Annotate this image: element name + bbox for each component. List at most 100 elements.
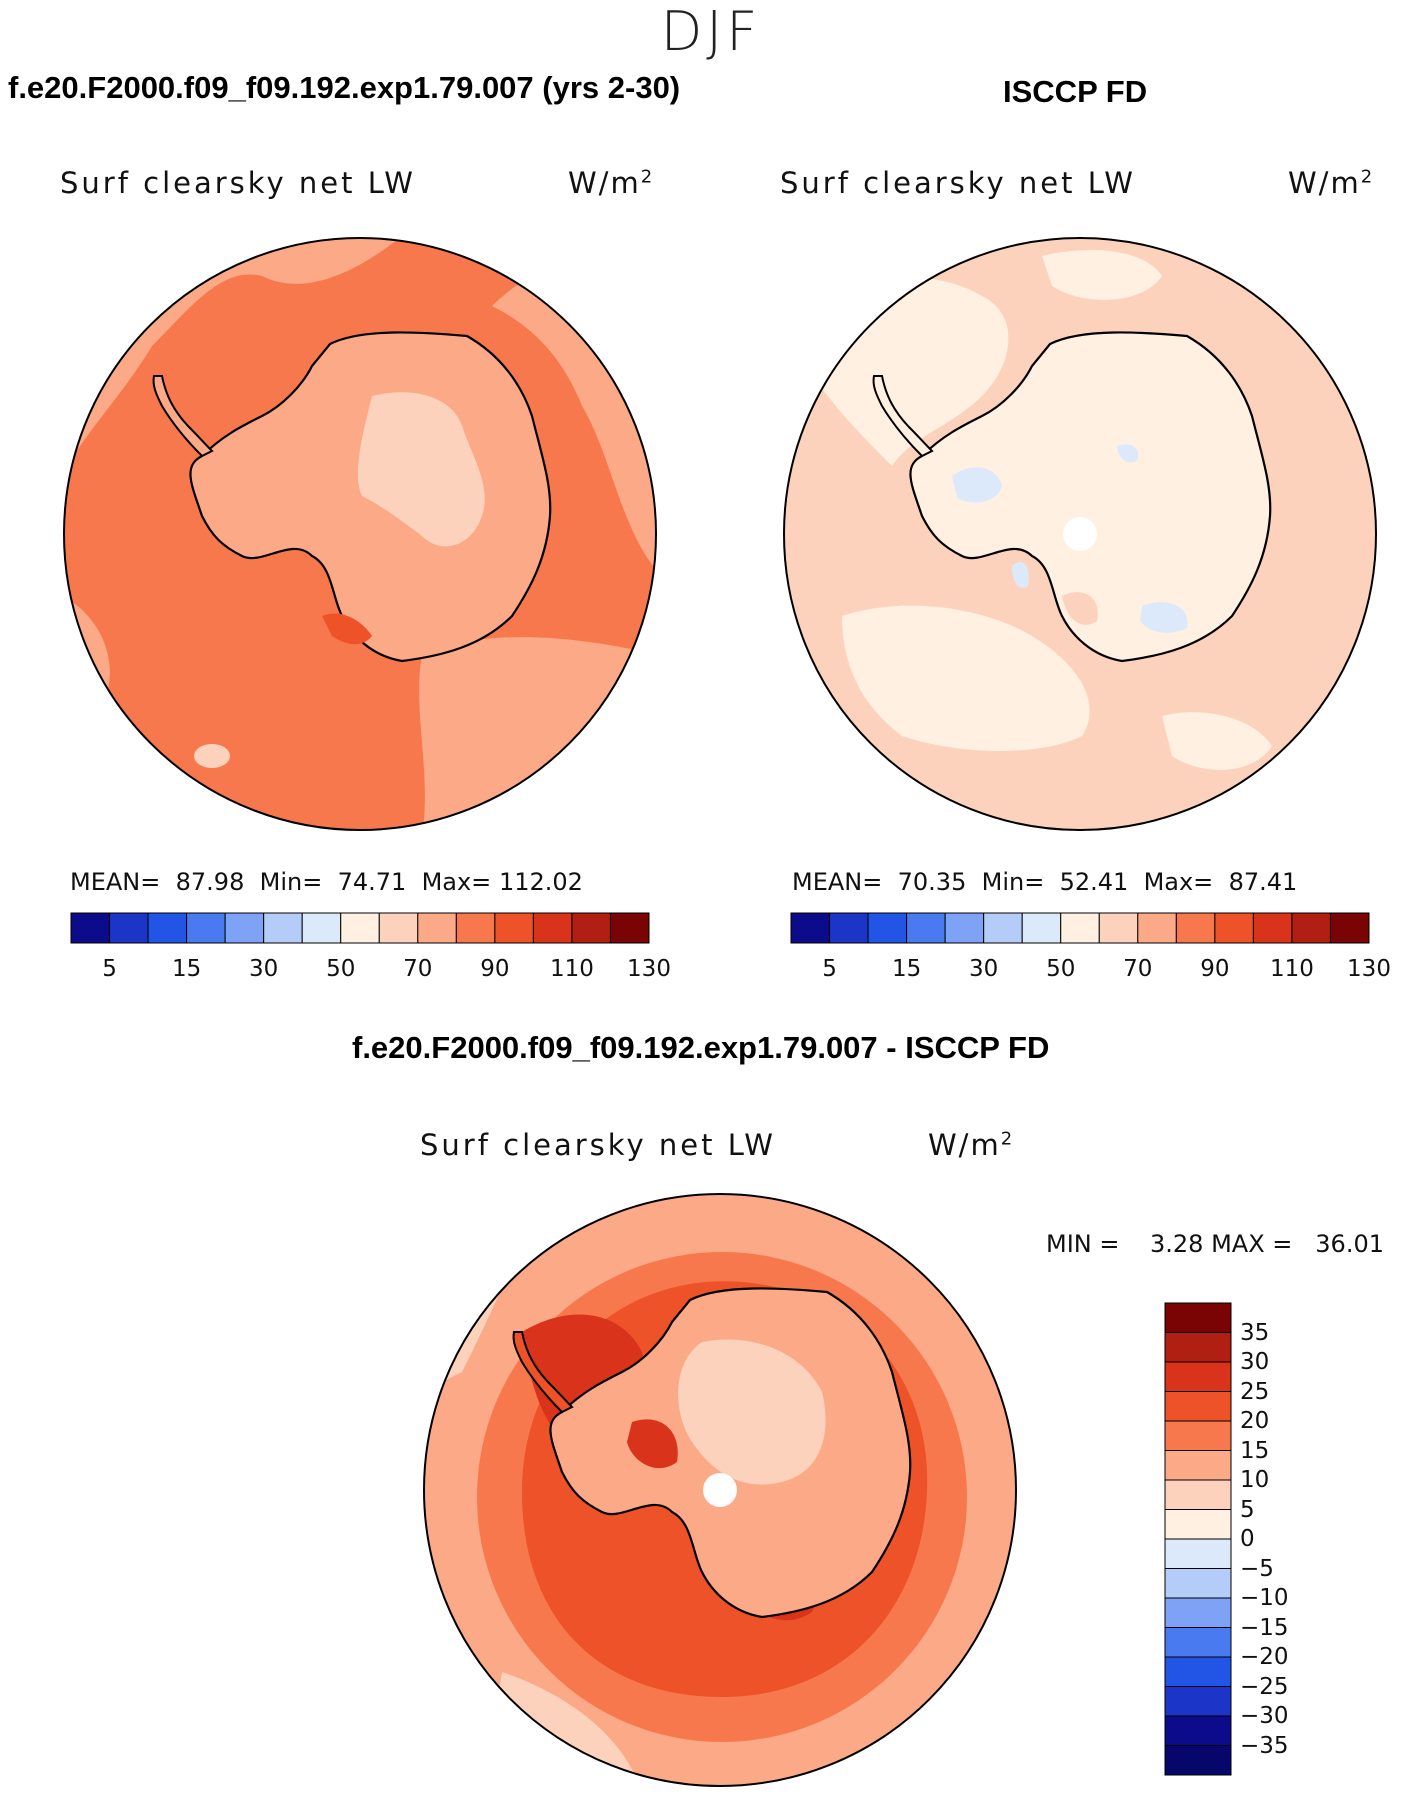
diff-colorbar-tick-label: 10 — [1240, 1467, 1270, 1493]
diff-colorbar-tick-label: 25 — [1240, 1378, 1270, 1405]
model-colorbar-swatch — [147, 912, 188, 944]
obs-colorbar-swatch — [1060, 912, 1100, 944]
obs-colorbar-swatch — [944, 912, 985, 944]
model-light-ocean-patch — [194, 744, 230, 768]
obs-map-border — [783, 237, 1377, 831]
model-colorbar-swatch — [532, 912, 573, 944]
model-colorbar-swatch — [378, 912, 419, 944]
diff-colorbar-swatch — [1164, 1627, 1232, 1658]
obs-colorbar-tick-label: 5 — [822, 956, 837, 982]
obs-colorbar-swatch — [1098, 912, 1139, 944]
obs-panel-title: ISCCP FD — [1003, 74, 1148, 109]
model-colorbar-tick-label: 50 — [326, 956, 356, 982]
model-map-border — [63, 237, 657, 831]
diff-colorbar-swatch — [1164, 1479, 1232, 1510]
model-units-label: W/m2 — [568, 166, 655, 200]
obs-units-label: W/m2 — [1288, 166, 1375, 200]
season-title: DJF — [660, 0, 762, 63]
obs-warm-patch — [1062, 592, 1098, 625]
obs-colorbar-tick-label: 50 — [1046, 956, 1076, 982]
model-colorbar-swatch — [301, 912, 342, 944]
diff-colorbar-ticks: 35 30 25 20 15 10 5 0 −5 −10 −15 −20 −25 −30 −35 — [1240, 1302, 1340, 1776]
obs-colorbar-swatch — [983, 912, 1023, 944]
diff-colorbar-swatch — [1164, 1420, 1232, 1451]
obs-cold-patch — [1012, 562, 1029, 588]
obs-variable-label: Surf clearsky net LW — [780, 166, 1136, 200]
diff-colorbar-tick-label: 35 — [1240, 1319, 1270, 1346]
diff-interior-light — [678, 1339, 826, 1485]
obs-colorbar-swatch — [906, 912, 946, 944]
model-stats: MEAN= 87.98 Min= 74.71 Max= 112.02 — [70, 868, 583, 896]
diff-colorbar-swatch — [1164, 1332, 1232, 1363]
obs-colorbar-swatch — [1214, 912, 1254, 944]
obs-colorbar-swatch — [1137, 912, 1177, 944]
diff-colorbar-tick-label: −10 — [1240, 1585, 1289, 1611]
obs-cold-patch — [1117, 444, 1139, 463]
obs-stats: MEAN= 70.35 Min= 52.41 Max= 87.41 — [792, 868, 1298, 896]
obs-colorbar-swatch — [1252, 912, 1293, 944]
diff-colorbar — [1164, 1302, 1232, 1776]
model-warm-patch — [322, 613, 372, 645]
model-colorbar-swatch — [609, 912, 650, 944]
diff-map — [423, 1193, 1017, 1787]
model-colorbar-swatch — [455, 912, 496, 944]
diff-warm-sector — [627, 1419, 678, 1469]
obs-pole-hole — [1063, 517, 1097, 551]
diff-colorbar-tick-label: −25 — [1240, 1673, 1289, 1700]
obs-colorbar-swatch — [1329, 912, 1370, 944]
model-colorbar-swatch — [224, 912, 265, 944]
diff-colorbar-tick-label: 5 — [1240, 1496, 1255, 1523]
model-variable-label: Surf clearsky net LW — [60, 166, 416, 200]
obs-cold-patch — [952, 467, 1002, 503]
diff-colorbar-tick-label: −5 — [1240, 1555, 1274, 1582]
obs-map — [783, 237, 1377, 831]
diff-map-border — [423, 1193, 1017, 1787]
diff-colorbar-swatch — [1164, 1745, 1232, 1776]
model-colorbar-tick-label: 30 — [249, 956, 279, 982]
diff-colorbar-tick-label: 20 — [1240, 1408, 1270, 1434]
obs-colorbar-swatch — [829, 912, 869, 944]
model-colorbar-tick-label: 15 — [171, 956, 202, 982]
model-colorbar-tick-label: 110 — [549, 956, 594, 982]
diff-colorbar-tick-label: −35 — [1240, 1732, 1289, 1759]
obs-colorbar — [790, 912, 1370, 944]
diff-colorbar-swatch — [1164, 1538, 1232, 1569]
diff-colorbar-tick-label: −30 — [1240, 1703, 1289, 1729]
model-colorbar-swatch — [263, 912, 303, 944]
obs-colorbar-tick-label: 130 — [1347, 956, 1391, 982]
model-colorbar-swatch — [186, 912, 226, 944]
diff-panel-title: f.e20.F2000.f09_f09.192.exp1.79.007 - IS… — [352, 1030, 1050, 1065]
diff-stats: MIN = 3.28 MAX = 36.01 — [1046, 1230, 1384, 1258]
model-colorbar-swatch — [70, 912, 111, 944]
model-colorbar-swatch — [417, 912, 457, 944]
diff-colorbar-swatch — [1164, 1656, 1232, 1687]
model-colorbar-tick-label: 130 — [627, 956, 671, 982]
model-map — [63, 237, 657, 831]
diff-colorbar-tick-label: 0 — [1240, 1526, 1255, 1552]
obs-light-patch — [842, 605, 1090, 751]
model-interior-plateau — [357, 392, 485, 547]
diff-colorbar-swatch — [1164, 1450, 1232, 1481]
obs-colorbar-swatch — [1175, 912, 1216, 944]
obs-colorbar-ticks: 5 15 30 50 70 90 110 130 — [790, 952, 1391, 982]
diff-variable-label: Surf clearsky net LW — [420, 1128, 776, 1162]
model-colorbar-swatch — [494, 912, 534, 944]
diff-colorbar-swatch — [1164, 1509, 1232, 1540]
obs-colorbar-swatch — [1291, 912, 1331, 944]
model-colorbar-swatch — [571, 912, 611, 944]
diff-colorbar-tick-label: 15 — [1240, 1437, 1270, 1464]
diff-colorbar-swatch — [1164, 1361, 1232, 1392]
obs-colorbar-swatch — [1021, 912, 1062, 944]
diff-colorbar-swatch — [1164, 1597, 1232, 1628]
diff-colorbar-swatch — [1164, 1302, 1232, 1333]
diff-units-label: W/m2 — [928, 1128, 1015, 1162]
model-antarctic-peninsula — [152, 375, 214, 458]
model-colorbar-swatch — [109, 912, 149, 944]
diff-colorbar-swatch — [1164, 1715, 1232, 1746]
model-panel-title: f.e20.F2000.f09_f09.192.exp1.79.007 (yrs… — [8, 70, 681, 105]
obs-colorbar-tick-label: 30 — [969, 956, 999, 982]
model-colorbar-tick-label: 70 — [403, 956, 433, 982]
obs-antarctic-peninsula — [872, 375, 934, 458]
model-colorbar — [70, 912, 650, 944]
obs-colorbar-tick-label: 15 — [891, 956, 922, 982]
